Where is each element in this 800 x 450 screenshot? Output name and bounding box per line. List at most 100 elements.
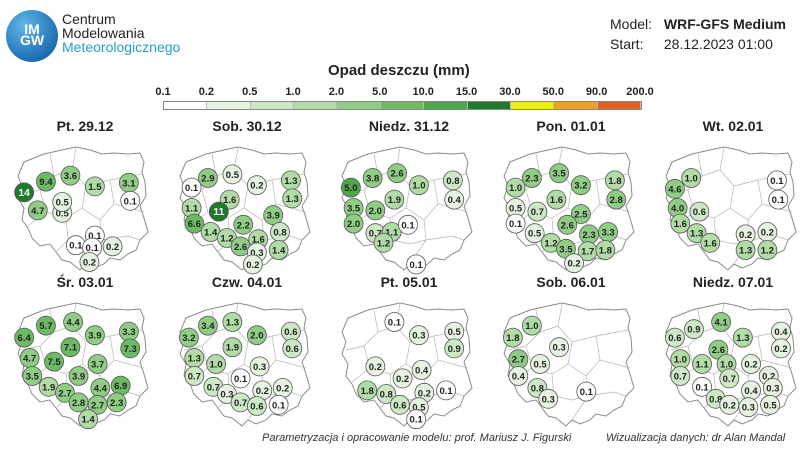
station-value: 0.2 (739, 230, 752, 241)
station-value: 0.1 (185, 183, 199, 194)
station-marker: 1.6 (700, 232, 721, 253)
station-marker: 0.4 (741, 380, 761, 401)
station-marker: 6.6 (184, 213, 205, 234)
station-value: 0.2 (418, 388, 431, 399)
station-marker: 0.2 (564, 253, 584, 274)
station-marker: 3.2 (178, 327, 199, 348)
station-circle (14, 182, 35, 203)
model-label: Model: (610, 16, 653, 32)
station-value: 1.6 (223, 195, 236, 206)
station-marker: 1.3 (686, 223, 707, 244)
station-marker: 0.6 (280, 321, 301, 342)
station-circle (719, 368, 740, 389)
station-value: 0.6 (393, 400, 406, 411)
station-value: 0.4 (512, 372, 526, 383)
poland-map: 3.4 1.32.0 0.63.21.9 0.61.31.0 0.30.70.70.10… (178, 302, 311, 427)
station-circle (741, 354, 761, 374)
station-circle (268, 394, 289, 415)
station-value: 0.3 (253, 362, 266, 373)
station-value: 0.1 (509, 219, 523, 230)
station-circle (181, 177, 202, 198)
station-marker: 4.0 (667, 198, 688, 218)
station-marker: 0.8 (376, 384, 397, 404)
station-circle (771, 338, 791, 359)
station-value: 2.6 (712, 345, 725, 356)
logo-line-1: Centrum (62, 11, 116, 27)
station-marker: 1.0 (522, 315, 542, 336)
station-marker: 0.2 (79, 252, 100, 272)
station-circle (538, 388, 559, 409)
station-circle (222, 337, 243, 358)
station-marker: 4.4 (90, 378, 111, 398)
map-date-title: Pt. 05.01 (380, 274, 438, 290)
station-marker: 0.6 (689, 201, 710, 222)
station-marker: 0.1 (181, 177, 202, 198)
station-value: 1.8 (608, 176, 621, 187)
station-value: 0.1 (401, 220, 415, 231)
station-circle (502, 327, 523, 348)
station-marker: 2.8 (606, 189, 627, 210)
station-value: 0.5 (56, 208, 70, 219)
station-marker: 0.6 (389, 394, 410, 415)
legend-value-7: 15.0 (455, 86, 478, 98)
map-date-title: Czw. 04.01 (211, 274, 283, 290)
station-marker: 1.6 (546, 189, 567, 210)
station-value: 1.0 (525, 321, 538, 332)
station-value: 4.7 (31, 206, 44, 217)
station-value: 0.2 (369, 362, 382, 373)
poland-map: 2.9 0.50.2 1.30.11.31.11.611 3.96.61.42.20.… (179, 146, 311, 275)
station-marker: 4.7 (27, 200, 48, 221)
map-date-title: Pon. 01.01 (536, 118, 606, 134)
forecast-map-7: Pt. 05.01 0.1 0.3 0.5 0.9 0.2 0.4 0.2 1.8 0.8 0.2 0… (334, 274, 484, 436)
station-value: 1.0 (509, 183, 522, 194)
station-marker: 0.2 (735, 224, 756, 245)
legend-swatch-4 (337, 102, 381, 109)
station-value: 4.1 (715, 318, 729, 329)
station-value: 1.1 (385, 228, 399, 239)
legend-values: 0.1 0.2 0.5 1.0 2.0 5.0 10.0 15.0 30.0 50.0 90.0 20… (155, 86, 666, 100)
station-value: 1.3 (286, 194, 299, 205)
legend-swatch-5 (380, 102, 425, 109)
legend-swatch-6 (424, 102, 468, 109)
station-marker: 1.8 (357, 380, 378, 401)
model-value: WRF-GFS Medium (663, 16, 786, 32)
station-marker: 3.2 (570, 175, 591, 196)
station-circle (760, 394, 780, 415)
station-value: 1.3 (226, 318, 239, 329)
station-marker: 0.5 (530, 354, 550, 374)
station-value: 1.0 (685, 174, 698, 185)
legend-value-4: 2.0 (328, 86, 345, 98)
station-value: 0.3 (250, 248, 263, 259)
station-value: 2.6 (561, 220, 574, 231)
station-marker: 3.5 (556, 238, 576, 259)
station-value: 0.5 (763, 400, 777, 411)
station-marker: 2.9 (198, 168, 218, 188)
station-marker: 0.1 (576, 381, 597, 402)
station-circle (22, 366, 43, 386)
station-circle (206, 354, 226, 374)
station-marker: 0.7 (184, 366, 205, 386)
station-marker: 5.0 (340, 177, 361, 198)
legend-swatch-0 (164, 102, 208, 109)
logo-text: Centrum Modelowania Meteorologicznego (62, 12, 180, 54)
imgw-logo: IM GW Centrum Modelowania Meteorologiczn… (6, 8, 206, 68)
station-circle (406, 254, 427, 275)
legend-value-3: 1.0 (285, 86, 301, 98)
station-marker: 1.1 (692, 354, 712, 374)
station-circle (184, 213, 205, 234)
station-marker: 3.9 (84, 325, 105, 346)
station-circle (406, 409, 427, 430)
station-circle (27, 200, 48, 221)
station-marker: 0.1 (268, 394, 289, 415)
station-value: 1.2 (544, 238, 557, 249)
station-circle (664, 327, 685, 348)
station-marker: 2.7 (55, 382, 75, 403)
station-value: 0.6 (286, 344, 299, 355)
station-circle (222, 164, 243, 185)
station-marker: 1.3 (735, 240, 756, 260)
station-marker: 1.3 (222, 312, 243, 332)
station-value: 1.2 (220, 234, 233, 245)
station-value: 1.6 (674, 219, 687, 230)
station-value: 0.2 (83, 258, 96, 269)
station-value: 0.8 (531, 384, 544, 395)
